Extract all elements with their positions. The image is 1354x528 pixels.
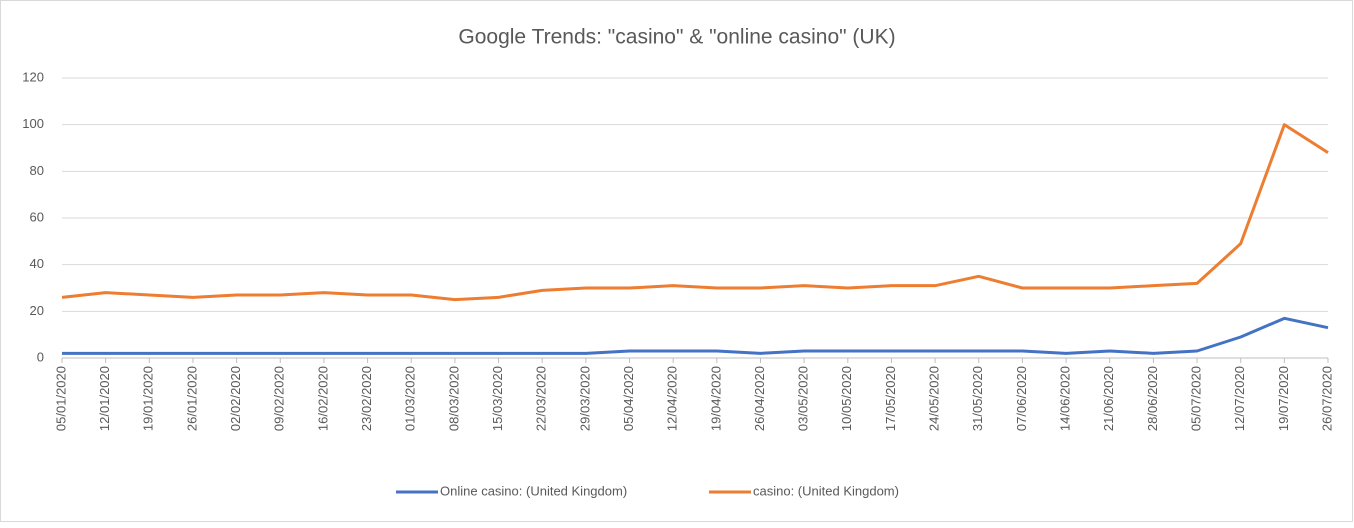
x-tick-label: 17/05/2020 [883, 366, 898, 431]
y-tick-label: 0 [37, 349, 44, 364]
x-tick-label: 08/03/2020 [446, 366, 461, 431]
x-tick-label: 05/01/2020 [53, 366, 68, 431]
y-tick-label: 100 [22, 116, 44, 131]
x-tick-label: 19/07/2020 [1276, 366, 1291, 431]
x-tick-label: 09/02/2020 [272, 366, 287, 431]
x-tick-label: 19/04/2020 [708, 366, 723, 431]
x-tick-label: 12/01/2020 [97, 366, 112, 431]
x-tick-label: 12/04/2020 [665, 366, 680, 431]
x-tick-label: 16/02/2020 [315, 366, 330, 431]
legend-label: casino: (United Kingdom) [753, 483, 899, 498]
x-tick-label: 28/06/2020 [1145, 366, 1160, 431]
line-series [62, 316, 1329, 355]
x-tick-label: 05/04/2020 [621, 366, 636, 431]
y-tick-label: 80 [30, 163, 44, 178]
x-tick-label: 15/03/2020 [490, 366, 505, 431]
x-tick-label: 31/05/2020 [970, 366, 985, 431]
x-tick-label: 26/07/2020 [1319, 366, 1334, 431]
x-tick-label: 07/06/2020 [1014, 366, 1029, 431]
x-tick-label: 19/01/2020 [141, 366, 156, 431]
x-tick-label: 29/03/2020 [577, 366, 592, 431]
y-tick-label: 120 [22, 69, 44, 84]
x-tick-label: 22/03/2020 [534, 366, 549, 431]
x-tick-label: 26/04/2020 [752, 366, 767, 431]
line-series [61, 123, 1329, 302]
x-tick-label: 23/02/2020 [359, 366, 374, 431]
x-tick-label: 10/05/2020 [839, 366, 854, 431]
x-tick-label: 05/07/2020 [1188, 366, 1203, 431]
x-tick-label: 01/03/2020 [403, 366, 418, 431]
x-tick-label: 12/07/2020 [1232, 366, 1247, 431]
chart-title: Google Trends: "casino" & "online casino… [458, 26, 895, 49]
x-tick-label: 14/06/2020 [1058, 366, 1073, 431]
y-tick-label: 40 [30, 256, 44, 271]
x-tick-label: 03/05/2020 [796, 366, 811, 431]
y-tick-label: 60 [30, 209, 44, 224]
x-tick-label: 02/02/2020 [228, 366, 243, 431]
x-tick-label: 24/05/2020 [927, 366, 942, 431]
x-tick-label: 26/01/2020 [184, 366, 199, 431]
legend-label: Online casino: (United Kingdom) [440, 483, 627, 498]
y-tick-label: 20 [30, 303, 44, 318]
x-tick-label: 21/06/2020 [1101, 366, 1116, 431]
